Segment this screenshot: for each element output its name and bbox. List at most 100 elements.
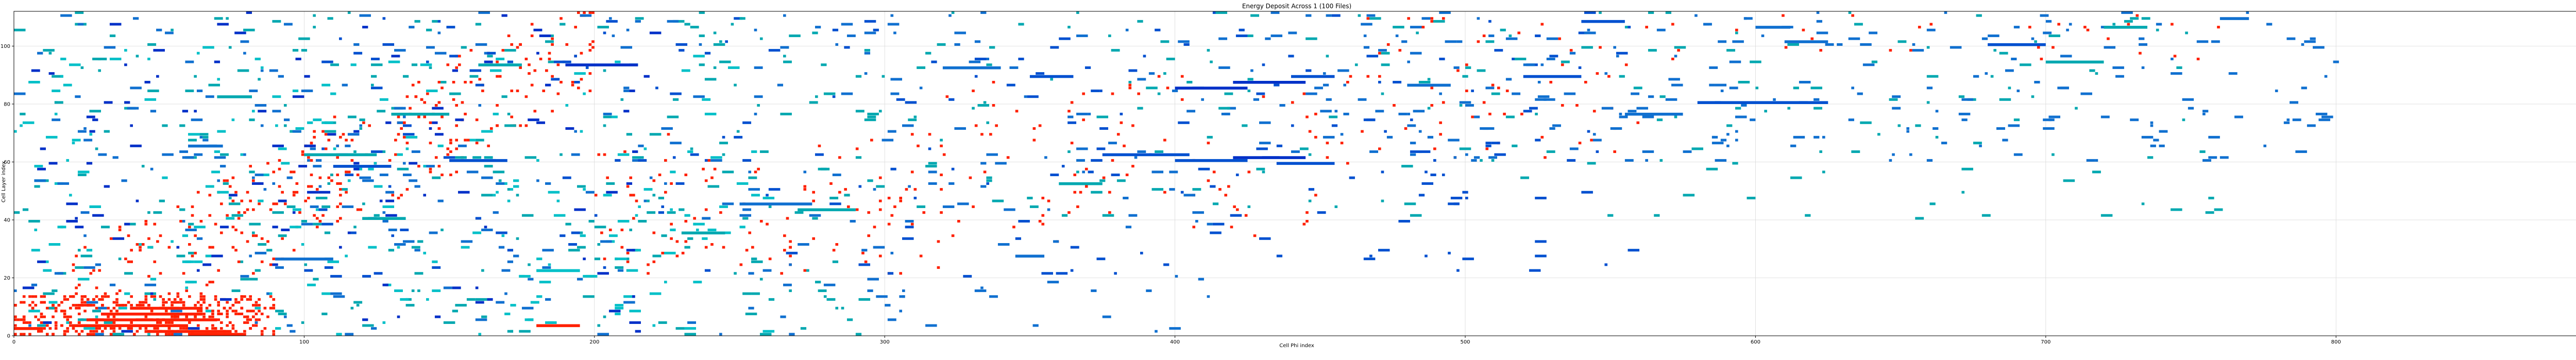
- energy-cell: [243, 153, 246, 156]
- energy-cell: [240, 295, 244, 298]
- energy-cell: [1915, 217, 1924, 220]
- energy-cell: [362, 318, 368, 321]
- energy-cell: [1488, 156, 1497, 159]
- energy-cell: [272, 306, 276, 310]
- energy-cell: [429, 231, 438, 234]
- energy-cell: [115, 298, 118, 301]
- energy-cell: [214, 17, 223, 20]
- energy-cell: [1084, 66, 1091, 69]
- energy-cell: [890, 78, 903, 81]
- energy-cell: [1958, 112, 1971, 115]
- energy-cell: [414, 95, 418, 98]
- energy-cell: [1456, 40, 1463, 43]
- energy-cell: [179, 220, 182, 223]
- energy-cell: [1253, 98, 1259, 101]
- energy-cell: [449, 139, 452, 142]
- energy-cell: [528, 118, 539, 122]
- energy-cell: [1596, 72, 1599, 75]
- energy-cell: [585, 66, 589, 69]
- energy-cell: [1143, 55, 1146, 58]
- energy-cell: [405, 188, 409, 191]
- energy-segment: [739, 202, 812, 205]
- energy-cell: [60, 14, 72, 17]
- energy-cell: [873, 246, 885, 249]
- energy-cell: [22, 121, 35, 124]
- energy-cell: [1929, 23, 1933, 26]
- energy-cell: [844, 194, 850, 197]
- energy-cell: [989, 133, 992, 136]
- energy-cell: [1183, 43, 1190, 46]
- energy-cell: [940, 139, 943, 142]
- energy-cell: [1125, 174, 1129, 177]
- energy-cell: [359, 124, 363, 127]
- energy-cell: [69, 63, 81, 66]
- energy-cell: [63, 295, 66, 298]
- energy-cell: [1262, 95, 1265, 98]
- energy-cell: [251, 234, 255, 237]
- energy-cell: [719, 60, 731, 63]
- energy-cell: [887, 197, 891, 200]
- energy-cell: [411, 150, 420, 153]
- energy-cell: [272, 263, 278, 266]
- energy-cell: [310, 142, 313, 145]
- energy-cell: [342, 83, 348, 87]
- energy-cell: [336, 333, 342, 336]
- energy-cell: [1628, 110, 1637, 113]
- energy-cell: [214, 222, 217, 226]
- energy-cell: [440, 174, 444, 177]
- energy-cell: [34, 315, 38, 318]
- energy-cell: [188, 251, 194, 254]
- energy-cell: [112, 156, 118, 159]
- energy-cell: [679, 49, 685, 52]
- energy-cell: [972, 107, 975, 110]
- energy-cell: [426, 92, 429, 95]
- energy-cell: [397, 315, 400, 318]
- energy-cell: [52, 118, 61, 122]
- energy-cell: [1384, 130, 1387, 133]
- energy-cell: [1155, 330, 1158, 333]
- energy-cell: [231, 304, 235, 307]
- energy-cell: [530, 301, 537, 304]
- energy-cell: [135, 330, 139, 333]
- energy-cell: [1561, 63, 1564, 66]
- energy-cell: [1981, 37, 1988, 40]
- energy-cell: [1366, 75, 1370, 78]
- energy-cell: [1418, 81, 1431, 84]
- energy-cell: [1590, 139, 1593, 142]
- energy-cell: [281, 237, 284, 240]
- energy-cell: [1453, 156, 1457, 159]
- energy-cell: [902, 237, 914, 240]
- energy-cell: [40, 301, 43, 304]
- energy-cell: [545, 40, 554, 43]
- energy-cell: [426, 165, 435, 168]
- energy-cell: [263, 306, 267, 310]
- energy-cell: [269, 306, 273, 310]
- energy-cell: [1869, 31, 1878, 35]
- energy-cell: [504, 292, 507, 295]
- energy-cell: [1163, 263, 1170, 266]
- energy-cell: [675, 240, 679, 243]
- energy-cell: [1459, 147, 1471, 150]
- energy-cell: [768, 205, 772, 208]
- energy-cell: [2043, 127, 2055, 130]
- energy-cell: [928, 182, 937, 185]
- energy-cell: [243, 52, 246, 55]
- energy-cell: [1386, 135, 1393, 139]
- energy-cell: [1584, 31, 1596, 35]
- energy-cell: [449, 174, 452, 177]
- energy-cell: [77, 313, 81, 316]
- energy-cell: [124, 292, 130, 295]
- energy-cell: [890, 14, 894, 17]
- energy-cell: [1473, 115, 1480, 118]
- energy-segment: [86, 318, 217, 321]
- energy-cell: [710, 159, 722, 162]
- energy-cell: [1218, 37, 1228, 40]
- energy-cell: [1361, 130, 1364, 133]
- energy-cell: [77, 174, 87, 177]
- energy-cell: [104, 46, 116, 49]
- energy-cell: [1592, 139, 1602, 142]
- energy-cell: [948, 98, 955, 101]
- energy-cell: [899, 295, 905, 298]
- energy-cell: [986, 153, 998, 156]
- energy-cell: [2139, 43, 2147, 46]
